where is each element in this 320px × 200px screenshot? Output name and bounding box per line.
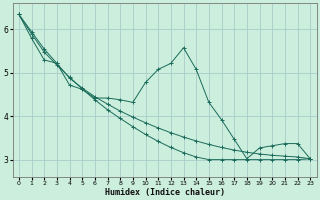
X-axis label: Humidex (Indice chaleur): Humidex (Indice chaleur) xyxy=(105,188,225,197)
